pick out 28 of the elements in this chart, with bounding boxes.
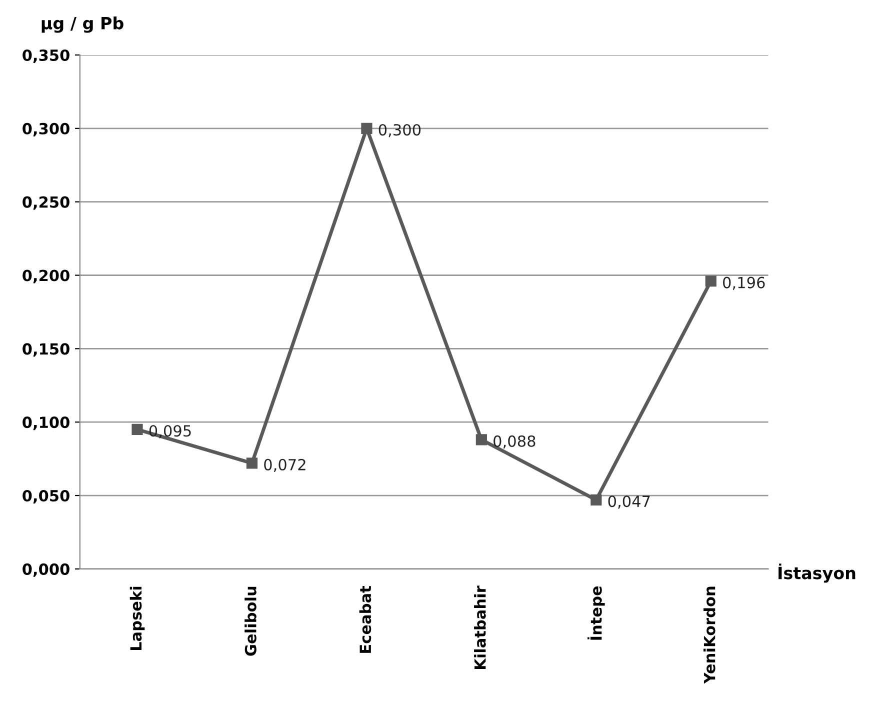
x-axis-title: İstasyon bbox=[778, 564, 856, 583]
point bbox=[132, 424, 143, 435]
x-tick-label: Lapseki bbox=[130, 586, 145, 650]
y-tick-label: 0,200 bbox=[22, 270, 70, 284]
x-tick-label: İntepe bbox=[588, 586, 605, 640]
x-tick-label: Eceabat bbox=[359, 586, 372, 653]
data-label: 0,088 bbox=[494, 435, 536, 448]
data-label: 0,095 bbox=[149, 425, 191, 438]
y-tick-label: 0,000 bbox=[22, 563, 70, 577]
point bbox=[590, 494, 602, 506]
y-axis-title: µg / g Pb bbox=[42, 16, 124, 33]
x-tick-label: YeniKordon bbox=[703, 586, 716, 684]
point bbox=[361, 122, 372, 134]
data-label: 0,300 bbox=[378, 124, 421, 138]
point bbox=[476, 434, 487, 446]
point bbox=[246, 458, 258, 469]
data-label: 0,196 bbox=[723, 276, 765, 290]
x-tick-label: Gelibolu bbox=[244, 586, 256, 656]
y-tick-label: 0,100 bbox=[22, 416, 70, 430]
y-tick-label: 0,250 bbox=[22, 196, 70, 210]
data-label: 0,047 bbox=[608, 496, 650, 509]
x-tick-label: Kilatbahir bbox=[474, 586, 486, 670]
data-label: 0,072 bbox=[264, 458, 306, 472]
y-tick-label: 0,300 bbox=[22, 122, 70, 136]
y-tick-label: 0,350 bbox=[22, 49, 70, 63]
y-tick-label: 0,050 bbox=[22, 490, 70, 504]
point bbox=[705, 276, 716, 287]
y-tick-label: 0,150 bbox=[22, 343, 70, 357]
